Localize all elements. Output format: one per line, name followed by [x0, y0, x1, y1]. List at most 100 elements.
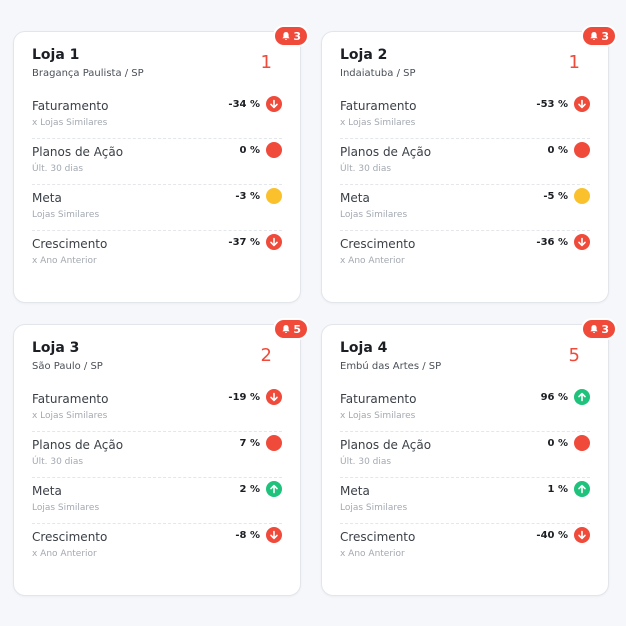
metric-meta: Meta Lojas Similares -3 %	[32, 185, 282, 231]
metric-crescimento: Crescimento x Ano Anterior -37 %	[32, 231, 282, 277]
metric-value: -8 %	[235, 529, 260, 541]
metric-planos-de-acao: Planos de Ação Últ. 30 dias 7 %	[32, 432, 282, 478]
store-card-loja-2[interactable]: 3 Loja 2 Indaiatuba / SP 1 Faturamento x…	[321, 25, 617, 303]
down-arrow-icon	[266, 527, 282, 543]
metric-label: Planos de Ação	[32, 438, 124, 452]
metric-label: Meta	[340, 191, 370, 205]
metric-value: 1 %	[547, 483, 568, 495]
down-arrow-icon	[266, 389, 282, 405]
yellow-status-dot-icon	[574, 188, 590, 204]
store-title: Loja 1	[32, 47, 80, 63]
store-location: Embú das Artes / SP	[340, 361, 442, 372]
store-location: Bragança Paulista / SP	[32, 68, 144, 79]
metric-value: 96 %	[540, 391, 568, 403]
red-status-dot-icon	[574, 142, 590, 158]
metric-label: Faturamento	[340, 392, 417, 406]
metric-planos-de-acao: Planos de Ação Últ. 30 dias 0 %	[340, 432, 590, 478]
alert-badge[interactable]: 3	[581, 25, 617, 47]
metric-sublabel: x Lojas Similares	[340, 411, 416, 421]
store-title: Loja 4	[340, 340, 388, 356]
metric-faturamento: Faturamento x Lojas Similares 96 %	[340, 386, 590, 432]
alert-badge[interactable]: 5	[273, 318, 309, 340]
metric-value: -34 %	[228, 98, 260, 110]
metric-planos-de-acao: Planos de Ação Últ. 30 dias 0 %	[32, 139, 282, 185]
metric-meta: Meta Lojas Similares -5 %	[340, 185, 590, 231]
metric-sublabel: Últ. 30 dias	[340, 457, 392, 467]
metric-sublabel: x Lojas Similares	[32, 411, 108, 421]
store-title: Loja 2	[340, 47, 388, 63]
metric-value: -36 %	[536, 236, 568, 248]
store-rank: 5	[568, 345, 580, 366]
alert-badge[interactable]: 3	[581, 318, 617, 340]
down-arrow-icon	[266, 234, 282, 250]
metric-sublabel: x Ano Anterior	[340, 256, 405, 266]
down-arrow-icon	[574, 527, 590, 543]
metric-value: -3 %	[235, 190, 260, 202]
bell-icon	[590, 325, 598, 333]
bell-icon	[282, 325, 290, 333]
metric-crescimento: Crescimento x Ano Anterior -36 %	[340, 231, 590, 277]
metric-sublabel: Últ. 30 dias	[340, 164, 392, 174]
yellow-status-dot-icon	[266, 188, 282, 204]
store-card-loja-3[interactable]: 5 Loja 3 São Paulo / SP 2 Faturamento x …	[13, 318, 309, 596]
metric-value: -53 %	[536, 98, 568, 110]
red-status-dot-icon	[266, 435, 282, 451]
store-rank: 2	[260, 345, 272, 366]
down-arrow-icon	[574, 96, 590, 112]
down-arrow-icon	[574, 234, 590, 250]
metric-sublabel: x Ano Anterior	[340, 549, 405, 559]
metric-label: Crescimento	[32, 237, 108, 251]
up-arrow-icon	[574, 389, 590, 405]
alert-count: 5	[293, 322, 301, 336]
store-location: São Paulo / SP	[32, 361, 103, 372]
metric-value: 0 %	[547, 437, 568, 449]
metric-label: Meta	[32, 484, 62, 498]
store-card-loja-1[interactable]: 3 Loja 1 Bragança Paulista / SP 1 Fatura…	[13, 25, 309, 303]
down-arrow-icon	[266, 96, 282, 112]
red-status-dot-icon	[266, 142, 282, 158]
metric-value: -5 %	[543, 190, 568, 202]
metric-sublabel: Lojas Similares	[340, 503, 408, 513]
store-rank: 1	[260, 52, 272, 73]
metric-sublabel: Lojas Similares	[32, 503, 100, 513]
metric-sublabel: Lojas Similares	[340, 210, 408, 220]
metric-label: Meta	[32, 191, 62, 205]
store-title: Loja 3	[32, 340, 80, 356]
metric-value: 0 %	[547, 144, 568, 156]
metric-crescimento: Crescimento x Ano Anterior -40 %	[340, 524, 590, 570]
metric-sublabel: x Lojas Similares	[340, 118, 416, 128]
store-card-loja-4[interactable]: 3 Loja 4 Embú das Artes / SP 5 Faturamen…	[321, 318, 617, 596]
metric-label: Faturamento	[32, 392, 109, 406]
metric-value: -19 %	[228, 391, 260, 403]
metric-planos-de-acao: Planos de Ação Últ. 30 dias 0 %	[340, 139, 590, 185]
metric-sublabel: Últ. 30 dias	[32, 457, 84, 467]
alert-count: 3	[601, 29, 609, 43]
metric-crescimento: Crescimento x Ano Anterior -8 %	[32, 524, 282, 570]
metric-label: Crescimento	[32, 530, 108, 544]
metric-faturamento: Faturamento x Lojas Similares -34 %	[32, 93, 282, 139]
metric-label: Crescimento	[340, 237, 416, 251]
metric-meta: Meta Lojas Similares 1 %	[340, 478, 590, 524]
metric-meta: Meta Lojas Similares 2 %	[32, 478, 282, 524]
metric-value: 7 %	[239, 437, 260, 449]
metric-sublabel: x Ano Anterior	[32, 549, 97, 559]
metric-faturamento: Faturamento x Lojas Similares -53 %	[340, 93, 590, 139]
metric-label: Faturamento	[340, 99, 417, 113]
store-location: Indaiatuba / SP	[340, 68, 416, 79]
bell-icon	[282, 32, 290, 40]
up-arrow-icon	[574, 481, 590, 497]
metric-value: -37 %	[228, 236, 260, 248]
metric-label: Planos de Ação	[340, 145, 432, 159]
metric-label: Meta	[340, 484, 370, 498]
alert-count: 3	[293, 29, 301, 43]
metric-sublabel: Lojas Similares	[32, 210, 100, 220]
metric-value: 2 %	[239, 483, 260, 495]
metric-label: Faturamento	[32, 99, 109, 113]
alert-badge[interactable]: 3	[273, 25, 309, 47]
metric-label: Crescimento	[340, 530, 416, 544]
metric-sublabel: x Ano Anterior	[32, 256, 97, 266]
red-status-dot-icon	[574, 435, 590, 451]
store-rank: 1	[568, 52, 580, 73]
metric-value: -40 %	[536, 529, 568, 541]
metric-sublabel: Últ. 30 dias	[32, 164, 84, 174]
